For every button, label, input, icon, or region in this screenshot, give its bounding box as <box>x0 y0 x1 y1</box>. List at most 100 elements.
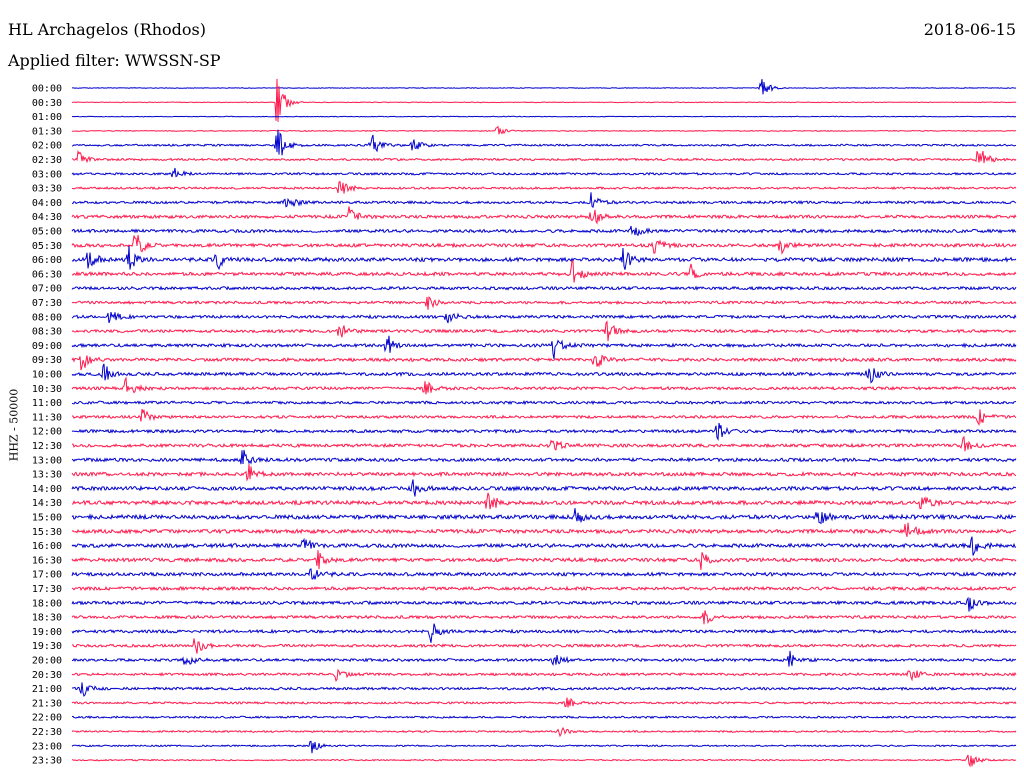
trace-row <box>71 296 1017 310</box>
trace-row <box>71 260 1017 283</box>
trace-row <box>71 400 1017 406</box>
row-label: 01:00 <box>32 112 62 123</box>
trace-row <box>71 492 1017 510</box>
row-label: 23:30 <box>32 756 62 767</box>
trace-row <box>71 167 1017 178</box>
row-label: 07:30 <box>32 298 62 309</box>
row-label: 20:30 <box>32 670 62 681</box>
row-label: 17:00 <box>32 570 62 581</box>
row-label: 14:00 <box>32 484 62 495</box>
trace-row <box>71 650 1016 667</box>
row-label: 21:00 <box>32 684 62 695</box>
row-label: 17:30 <box>32 584 62 595</box>
trace-row <box>72 682 1017 697</box>
row-label: 08:00 <box>32 312 62 323</box>
trace-row <box>71 115 1017 118</box>
row-label: 10:00 <box>32 370 62 381</box>
trace-row <box>71 522 1017 537</box>
trace-row <box>71 180 1017 194</box>
row-label: 13:30 <box>32 470 62 481</box>
station-title: HL Archagelos (Rhodos) <box>8 20 206 39</box>
row-label: 22:30 <box>32 727 62 738</box>
trace-row <box>71 623 1017 643</box>
row-label: 18:00 <box>32 598 62 609</box>
trace-row <box>71 245 1017 271</box>
trace-row <box>71 668 1017 682</box>
row-label: 00:30 <box>32 98 62 109</box>
trace-row <box>71 754 1017 768</box>
date-label: 2018-06-15 <box>923 20 1016 39</box>
trace-row <box>71 463 1017 482</box>
row-label: 22:00 <box>32 713 62 724</box>
row-label: 15:00 <box>32 513 62 524</box>
row-label: 08:30 <box>32 327 62 338</box>
trace-row <box>71 320 1017 342</box>
row-label: 19:00 <box>32 627 62 638</box>
row-label: 12:30 <box>32 441 62 452</box>
trace-row <box>71 585 1017 592</box>
trace-row <box>71 536 1016 556</box>
row-labels: 00:00 00:30 01:00 01:30 02:00 02:30 03:00 03:30… <box>32 84 62 767</box>
row-label: 16:00 <box>32 541 62 552</box>
trace-row <box>71 376 1017 395</box>
row-label: 02:00 <box>32 141 62 152</box>
row-label: 07:00 <box>32 284 62 295</box>
row-label: 04:30 <box>32 212 62 223</box>
row-label: 05:30 <box>32 241 62 252</box>
row-label: 09:00 <box>32 341 62 352</box>
trace-row <box>71 638 1017 654</box>
trace-row <box>71 610 1017 625</box>
trace-row <box>71 479 1016 497</box>
row-label: 02:30 <box>32 155 62 166</box>
row-label: 09:30 <box>32 355 62 366</box>
row-label: 06:00 <box>32 255 62 266</box>
trace-row <box>71 408 1017 427</box>
row-label: 18:30 <box>32 613 62 624</box>
row-label: 03:00 <box>32 169 62 180</box>
row-label: 00:00 <box>32 84 62 95</box>
trace-row <box>71 596 1017 612</box>
seismic-traces <box>71 78 1017 768</box>
trace-row <box>71 550 1017 570</box>
trace-row <box>71 225 1017 237</box>
row-label: 01:30 <box>32 126 62 137</box>
row-label: 20:00 <box>32 656 62 667</box>
trace-row <box>71 354 1017 371</box>
trace-row <box>71 508 1017 525</box>
row-label: 21:30 <box>32 698 62 709</box>
row-label: 15:30 <box>32 527 62 538</box>
trace-row <box>71 363 1017 384</box>
trace-row <box>71 715 1017 720</box>
trace-row <box>71 697 1017 708</box>
trace-row <box>71 125 1016 135</box>
trace-row <box>71 568 1017 580</box>
row-label: 19:30 <box>32 641 62 652</box>
row-label: 13:00 <box>32 455 62 466</box>
trace-row <box>71 335 1017 360</box>
filter-label: Applied filter: WWSSN-SP <box>8 51 221 70</box>
row-label: 06:30 <box>32 269 62 280</box>
trace-row <box>71 422 1017 442</box>
row-label: 04:00 <box>32 198 62 209</box>
row-label: 14:30 <box>32 498 62 509</box>
trace-row <box>71 234 1017 255</box>
row-label: 05:00 <box>32 227 62 238</box>
row-label: 11:30 <box>32 412 62 423</box>
trace-row <box>71 192 1017 209</box>
trace-row <box>71 311 1017 324</box>
trace-row <box>71 149 1017 164</box>
trace-row <box>71 740 1017 754</box>
trace-row <box>71 78 1017 122</box>
trace-row <box>72 79 1017 95</box>
trace-row <box>71 726 1017 738</box>
row-label: 03:30 <box>32 184 62 195</box>
trace-row <box>71 449 1017 465</box>
row-label: 12:00 <box>32 427 62 438</box>
trace-row <box>71 285 1017 291</box>
trace-row <box>71 129 1017 156</box>
row-label: 23:00 <box>32 741 62 752</box>
row-label: 10:30 <box>32 384 62 395</box>
trace-row <box>71 206 1017 225</box>
row-label: 16:30 <box>32 555 62 566</box>
row-label: 11:00 <box>32 398 62 409</box>
